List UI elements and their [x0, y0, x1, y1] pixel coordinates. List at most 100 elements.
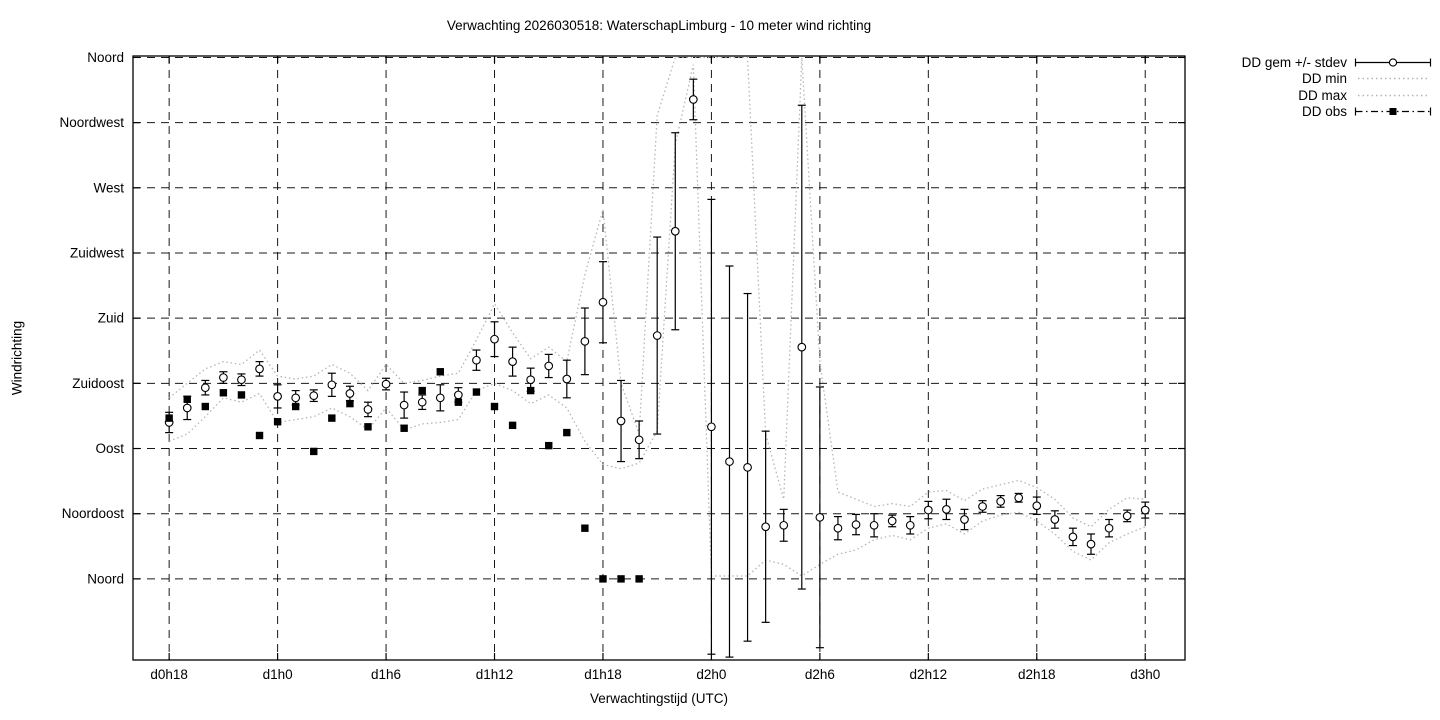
dd-gem-point	[887, 516, 897, 526]
x-tick-label: d2h18	[1018, 667, 1056, 682]
dd-gem-point	[417, 397, 427, 407]
dd-gem-point	[761, 522, 770, 532]
x-tick-label: d3h0	[1130, 667, 1160, 682]
dd-obs-point	[436, 368, 444, 376]
x-tick-label: d2h0	[696, 667, 726, 682]
dd-obs-point	[346, 399, 354, 408]
dd-obs-point	[563, 428, 571, 437]
dd-obs-point	[581, 524, 589, 532]
errorbar-circle-glyph	[1354, 58, 1432, 67]
dd-gem-point	[200, 383, 210, 393]
dd-obs-point	[237, 391, 246, 399]
dd-obs-point	[599, 575, 607, 583]
dd-gem-point	[851, 520, 861, 529]
dotted-line-glyph	[1358, 94, 1428, 96]
dd-gem-point	[562, 374, 572, 384]
dd-gem-point	[182, 403, 192, 413]
dd-gem-point	[580, 336, 590, 346]
dd-obs-point	[508, 421, 517, 430]
legend-row-dd-obs: DD obs	[1242, 104, 1432, 121]
dd-max-line	[168, 56, 1146, 528]
chart-title: Verwachting 2026030518: WaterschapLimbur…	[446, 18, 872, 33]
dd-gem-point	[652, 331, 662, 340]
dd-gem-point	[1086, 539, 1096, 549]
dd-gem-point	[381, 379, 391, 389]
dd-obs-point	[545, 441, 553, 450]
dd-gem-point	[327, 380, 337, 390]
dd-gem-point	[815, 512, 825, 522]
dd-obs-point	[400, 424, 408, 432]
dd-gem-point	[869, 520, 879, 530]
dd-gem-point	[526, 375, 536, 385]
dd-gem-point	[345, 389, 355, 398]
y-tick-label: Zuid	[98, 311, 124, 326]
legend-label-dd-max: DD max	[1298, 87, 1347, 103]
y-tick-label: Zuidwest	[70, 245, 124, 260]
y-tick-label: Noord	[87, 50, 124, 65]
dd-gem-point	[688, 95, 698, 104]
dd-obs-point	[310, 447, 318, 456]
y-tick-label: Noordwest	[59, 115, 124, 130]
dd-gem-point	[273, 392, 282, 401]
dd-obs-point	[165, 414, 173, 422]
y-tick-label: West	[93, 180, 124, 195]
dd-gem-point	[634, 435, 644, 445]
dd-gem-point	[219, 373, 228, 382]
dd-obs-point	[364, 423, 372, 431]
legend-label-dd-gem: DD gem +/- stdev	[1241, 54, 1347, 70]
x-tick-label: d2h12	[910, 667, 948, 682]
dd-obs-point	[635, 575, 643, 583]
dd-gem-point	[472, 355, 481, 365]
dd-obs-point	[219, 389, 228, 397]
x-tick-label: d2h6	[805, 667, 835, 682]
legend-row-dd-gem: DD gem +/- stdev	[1242, 54, 1432, 71]
x-tick-label: d1h12	[476, 667, 514, 682]
x-tick-label: d0h18	[150, 667, 188, 682]
dd-gem-point	[725, 457, 734, 466]
dd-obs-point	[328, 414, 336, 422]
y-tick-label: Noord	[87, 571, 124, 586]
dd-obs-point	[273, 418, 282, 426]
dd-obs-point	[418, 386, 426, 395]
dd-gem-point	[544, 361, 554, 371]
dd-gem-point	[670, 226, 680, 236]
dd-gem-point	[454, 390, 463, 400]
dd-gem-point	[255, 364, 264, 374]
legend-row-dd-max: DD max	[1242, 87, 1432, 104]
dotted-line-glyph	[1358, 78, 1428, 80]
x-tick-label: d1h6	[371, 667, 401, 682]
dd-gem-point	[1140, 505, 1150, 515]
dd-gem-point	[743, 463, 752, 472]
y-tick-label: Zuidoost	[72, 376, 124, 391]
legend: DD gem +/- stdev DD min DD max DD obs	[1242, 54, 1432, 120]
dd-gem-point	[435, 393, 445, 403]
dd-gem-point	[508, 357, 517, 366]
dd-gem-point	[905, 520, 915, 530]
dd-gem-point	[833, 523, 843, 533]
dd-gem-point	[309, 391, 319, 401]
dd-obs-point	[490, 402, 499, 411]
dd-gem-point	[978, 502, 987, 511]
dd-gem-point	[779, 520, 789, 530]
legend-label-dd-obs: DD obs	[1301, 104, 1347, 120]
dd-obs-point	[291, 402, 300, 411]
dd-gem-point	[1104, 523, 1114, 533]
dd-gem-point	[291, 393, 301, 403]
dd-gem-point	[996, 497, 1005, 506]
y-tick-label: Noordoost	[62, 506, 125, 521]
dashdot-square-glyph	[1354, 107, 1432, 116]
dd-gem-point	[1122, 511, 1132, 521]
dd-gem-point	[616, 416, 626, 426]
dd-gem-point	[1068, 532, 1078, 542]
dd-gem-point	[237, 375, 246, 385]
legend-label-dd-min: DD min	[1301, 71, 1347, 87]
dd-gem-point	[399, 400, 409, 410]
dd-gem-point	[960, 515, 969, 524]
dd-gem-point	[923, 505, 933, 515]
dd-gem-point	[598, 297, 608, 307]
dd-gem-point	[363, 405, 373, 414]
dd-gem-point	[942, 505, 951, 514]
dd-obs-point	[617, 575, 625, 583]
dd-obs-point	[454, 398, 463, 406]
